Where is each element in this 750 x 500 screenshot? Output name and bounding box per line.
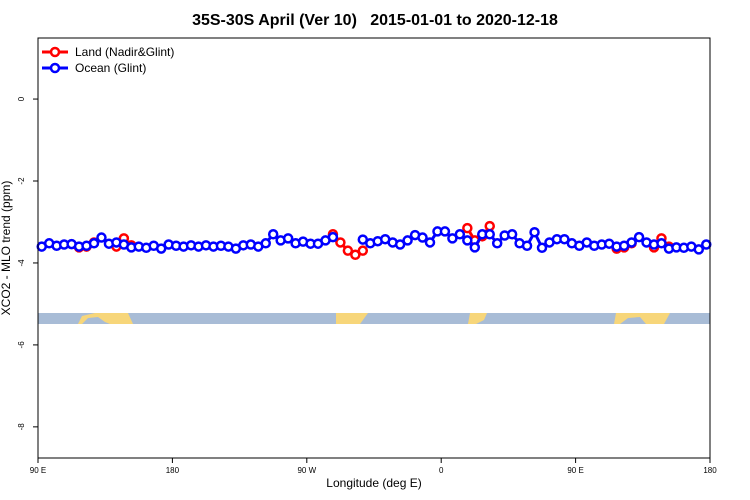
data-point: [521, 240, 533, 251]
data-point: [260, 238, 271, 249]
plot: [36, 220, 712, 261]
chart-title: 35S-30S April (Ver 10) 2015-01-01 to 202…: [192, 12, 558, 29]
data-point: [469, 242, 481, 253]
y-tick-label: 0: [17, 96, 26, 101]
data-point: [335, 237, 346, 248]
data-point: [342, 245, 354, 256]
data-point: [633, 231, 645, 243]
y-tick-label: -6: [17, 341, 26, 349]
data-point: [462, 222, 473, 234]
data-point: [267, 229, 279, 240]
data-point: [327, 231, 339, 243]
y-tick-label: -2: [17, 177, 26, 185]
data-point: [559, 233, 570, 245]
data-point: [447, 233, 458, 244]
y-tick-label: -4: [17, 259, 26, 267]
data-point: [536, 242, 548, 254]
data-point: [701, 239, 712, 250]
x-tick-label: 0: [439, 466, 444, 475]
plot-frame: [37, 37, 711, 459]
data-point: [155, 243, 167, 254]
y-tick-label: -8: [17, 423, 26, 431]
x-tick-label: 180: [703, 466, 717, 475]
ocean-band: [38, 313, 710, 324]
legend-label: Ocean (Glint): [75, 61, 146, 75]
y-axis-label: XCO2 - MLO trend (ppm): [0, 181, 13, 316]
data-point: [491, 238, 503, 249]
data-point: [439, 226, 451, 237]
x-axis-label: Longitude (deg E): [326, 476, 421, 490]
data-point: [454, 229, 466, 240]
data-point: [462, 235, 473, 246]
x-tick-label: 90 E: [567, 466, 583, 475]
data-point: [402, 235, 413, 246]
data-point: [506, 229, 518, 240]
x-tick-label: 180: [166, 466, 180, 475]
legend-marker: [49, 46, 61, 58]
data-point: [424, 237, 436, 248]
data-point: [529, 226, 540, 238]
data-point: [417, 232, 428, 243]
legend-marker: [49, 62, 61, 74]
data-point: [357, 245, 369, 256]
land-ocean-strip: [38, 313, 710, 324]
x-tick-label: 90 W: [297, 466, 316, 475]
data-point: [484, 220, 495, 232]
data-point: [656, 238, 667, 249]
data-point: [282, 233, 294, 244]
data-point: [394, 239, 406, 250]
data-point: [693, 244, 705, 255]
legend-label: Land (Nadir&Glint): [75, 45, 174, 59]
data-point: [350, 249, 361, 261]
data-point: [88, 238, 100, 249]
data-point: [484, 229, 495, 240]
data-point: [626, 237, 637, 248]
data-point: [96, 232, 107, 243]
x-tick-label: 90 E: [30, 466, 46, 475]
